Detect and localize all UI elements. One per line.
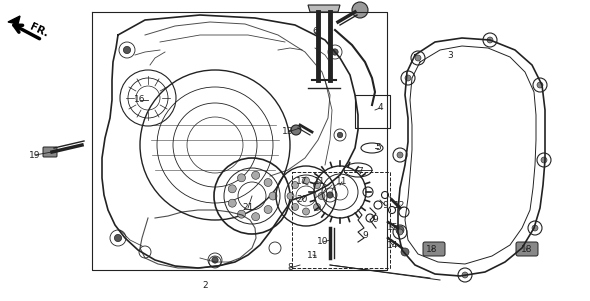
Text: 3: 3 bbox=[447, 51, 453, 60]
Text: 9: 9 bbox=[372, 216, 378, 225]
Text: 8: 8 bbox=[287, 263, 293, 272]
Circle shape bbox=[462, 272, 468, 278]
Circle shape bbox=[303, 208, 310, 215]
Text: 11: 11 bbox=[307, 250, 319, 259]
Text: FR.: FR. bbox=[28, 21, 50, 39]
Text: 9: 9 bbox=[362, 231, 368, 240]
Text: 15: 15 bbox=[387, 224, 399, 232]
Circle shape bbox=[537, 82, 543, 88]
Circle shape bbox=[313, 203, 320, 210]
Text: 21: 21 bbox=[242, 203, 254, 213]
Circle shape bbox=[238, 174, 245, 182]
Circle shape bbox=[352, 2, 368, 18]
Polygon shape bbox=[308, 5, 340, 12]
Circle shape bbox=[228, 185, 236, 193]
Polygon shape bbox=[8, 16, 20, 24]
Circle shape bbox=[541, 157, 547, 163]
Text: 4: 4 bbox=[377, 104, 383, 113]
Circle shape bbox=[291, 203, 299, 210]
Circle shape bbox=[238, 210, 245, 218]
Circle shape bbox=[405, 75, 411, 81]
Circle shape bbox=[396, 226, 404, 234]
Text: 12: 12 bbox=[394, 200, 406, 209]
Circle shape bbox=[303, 177, 310, 184]
FancyBboxPatch shape bbox=[43, 147, 57, 157]
Circle shape bbox=[212, 257, 218, 263]
Text: 10: 10 bbox=[317, 237, 329, 247]
Text: 14: 14 bbox=[387, 240, 399, 250]
Circle shape bbox=[337, 132, 343, 138]
Text: 16: 16 bbox=[135, 95, 146, 104]
Circle shape bbox=[252, 171, 260, 179]
Circle shape bbox=[327, 192, 333, 198]
Circle shape bbox=[114, 234, 122, 242]
Text: 9: 9 bbox=[382, 200, 388, 209]
Text: 11: 11 bbox=[336, 178, 348, 187]
Circle shape bbox=[291, 125, 301, 135]
Circle shape bbox=[532, 225, 538, 231]
Circle shape bbox=[228, 199, 236, 207]
Circle shape bbox=[318, 193, 325, 200]
Text: 13: 13 bbox=[282, 128, 294, 136]
Text: 17: 17 bbox=[296, 178, 308, 187]
Circle shape bbox=[291, 182, 299, 188]
Text: 11: 11 bbox=[314, 178, 326, 187]
Circle shape bbox=[397, 152, 403, 158]
Circle shape bbox=[123, 46, 130, 54]
Circle shape bbox=[264, 206, 272, 213]
Circle shape bbox=[287, 193, 294, 200]
Circle shape bbox=[269, 192, 277, 200]
Circle shape bbox=[313, 182, 320, 188]
Circle shape bbox=[397, 229, 403, 235]
Circle shape bbox=[332, 49, 338, 55]
Text: 18: 18 bbox=[521, 246, 533, 255]
Text: 2: 2 bbox=[202, 281, 208, 290]
Circle shape bbox=[252, 213, 260, 221]
FancyBboxPatch shape bbox=[516, 242, 538, 256]
Circle shape bbox=[401, 248, 409, 256]
FancyBboxPatch shape bbox=[423, 242, 445, 256]
Circle shape bbox=[415, 55, 421, 61]
Circle shape bbox=[264, 178, 272, 187]
Text: 7: 7 bbox=[357, 167, 363, 176]
Text: 6: 6 bbox=[312, 27, 318, 36]
Circle shape bbox=[487, 37, 493, 43]
Text: 20: 20 bbox=[296, 196, 308, 204]
Text: 5: 5 bbox=[375, 144, 381, 153]
Text: 18: 18 bbox=[426, 246, 438, 255]
Text: 19: 19 bbox=[30, 150, 41, 160]
